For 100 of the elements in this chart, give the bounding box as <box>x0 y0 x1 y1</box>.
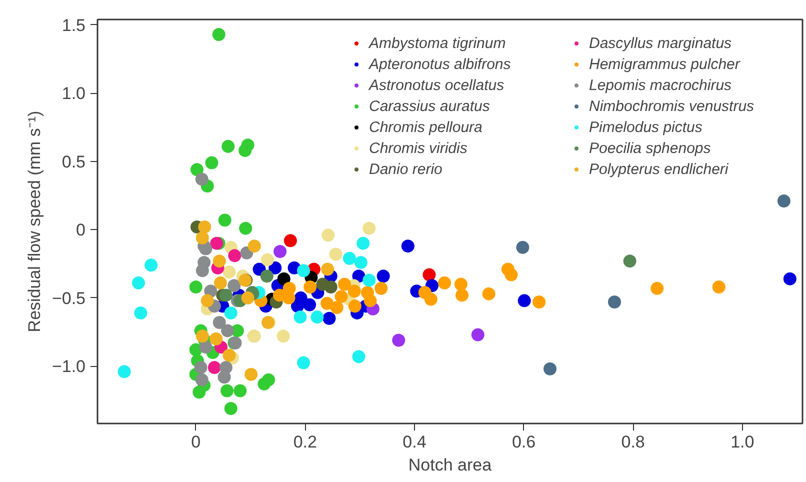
point <box>210 332 223 346</box>
y-tick-label: −0.5 <box>52 288 86 308</box>
legend-label: Dascyllus marginatus <box>589 34 732 53</box>
legend-label: Lepomis macrochirus <box>589 76 732 95</box>
point <box>348 284 361 298</box>
point <box>352 350 366 364</box>
legend-label: Polypterus endlicheri <box>589 160 728 179</box>
point <box>218 214 232 227</box>
legend-label: Apteronotus albifrons <box>369 54 511 74</box>
point <box>222 266 236 278</box>
point <box>212 28 226 41</box>
point <box>329 248 342 261</box>
legend-label: Poecilia sphenops <box>589 138 711 158</box>
legend-label: Danio rerio <box>369 160 442 179</box>
point <box>244 368 258 381</box>
point <box>650 282 664 295</box>
point <box>195 373 208 386</box>
point <box>200 294 214 308</box>
point <box>241 291 254 304</box>
point <box>134 306 148 320</box>
point <box>544 362 557 376</box>
legend-label: Astronotus ocellatus <box>369 76 504 95</box>
point <box>260 270 274 283</box>
point <box>224 402 238 415</box>
point <box>189 280 202 294</box>
point <box>321 262 334 276</box>
point <box>334 290 348 304</box>
point <box>504 268 518 282</box>
x-tick-label: 1.0 <box>730 432 754 452</box>
point <box>356 236 370 250</box>
point <box>294 310 307 324</box>
legend-label: Chromis pelloura <box>369 118 482 137</box>
point <box>364 294 377 308</box>
point <box>218 370 231 384</box>
point <box>320 296 334 310</box>
point <box>348 300 362 313</box>
point <box>208 361 221 374</box>
point <box>777 194 790 208</box>
point <box>338 278 352 291</box>
point <box>324 280 338 294</box>
legend-label: Carassius auratus <box>369 96 490 116</box>
point <box>228 279 241 292</box>
x-tick-label: 0.2 <box>293 432 317 452</box>
point <box>196 231 209 244</box>
point <box>482 287 496 300</box>
point <box>132 276 145 290</box>
legend-label: Chromis viridis <box>369 138 468 158</box>
x-tick-label: 0 <box>191 432 201 452</box>
x-axis-title: Notch area <box>408 456 492 474</box>
point <box>214 276 227 290</box>
point <box>322 312 336 325</box>
y-tick-label: −1.0 <box>52 357 86 376</box>
point <box>712 280 726 294</box>
point <box>374 282 388 295</box>
point <box>194 361 208 374</box>
point <box>262 373 276 386</box>
legend-label: Pimelodus pictus <box>589 118 702 137</box>
point <box>376 270 390 283</box>
point <box>224 306 238 320</box>
point <box>199 340 212 354</box>
point <box>234 384 247 398</box>
point <box>310 310 324 324</box>
point <box>322 228 335 242</box>
point <box>228 249 242 262</box>
point <box>199 242 212 256</box>
point <box>205 156 218 170</box>
y-tick-label: 1.5 <box>62 16 86 35</box>
point <box>198 220 212 234</box>
point <box>518 294 531 308</box>
y-tick-label: 0.5 <box>62 152 86 172</box>
point <box>783 272 796 286</box>
point <box>354 256 368 269</box>
x-tick-label: 0.4 <box>402 432 426 452</box>
point <box>196 330 209 343</box>
point <box>222 140 235 153</box>
point <box>196 264 209 278</box>
point <box>221 324 234 338</box>
point <box>248 240 261 253</box>
point <box>276 330 290 343</box>
point <box>392 334 406 347</box>
point <box>212 254 226 268</box>
point <box>277 272 290 286</box>
point <box>362 222 376 235</box>
point <box>284 234 297 248</box>
point <box>238 144 252 158</box>
point <box>401 240 414 253</box>
point <box>438 276 452 290</box>
y-tick-label: 1.0 <box>62 84 86 104</box>
point <box>222 348 236 362</box>
point <box>118 365 131 378</box>
point <box>303 298 316 312</box>
point <box>471 328 484 342</box>
legend-label: Nimbochromis venustrus <box>589 96 754 116</box>
point <box>274 245 287 258</box>
legend-label: Ambystoma tigrinum <box>369 34 506 53</box>
point <box>456 288 469 302</box>
point <box>144 258 158 272</box>
point <box>330 301 344 314</box>
point <box>219 288 232 302</box>
point <box>212 316 226 329</box>
